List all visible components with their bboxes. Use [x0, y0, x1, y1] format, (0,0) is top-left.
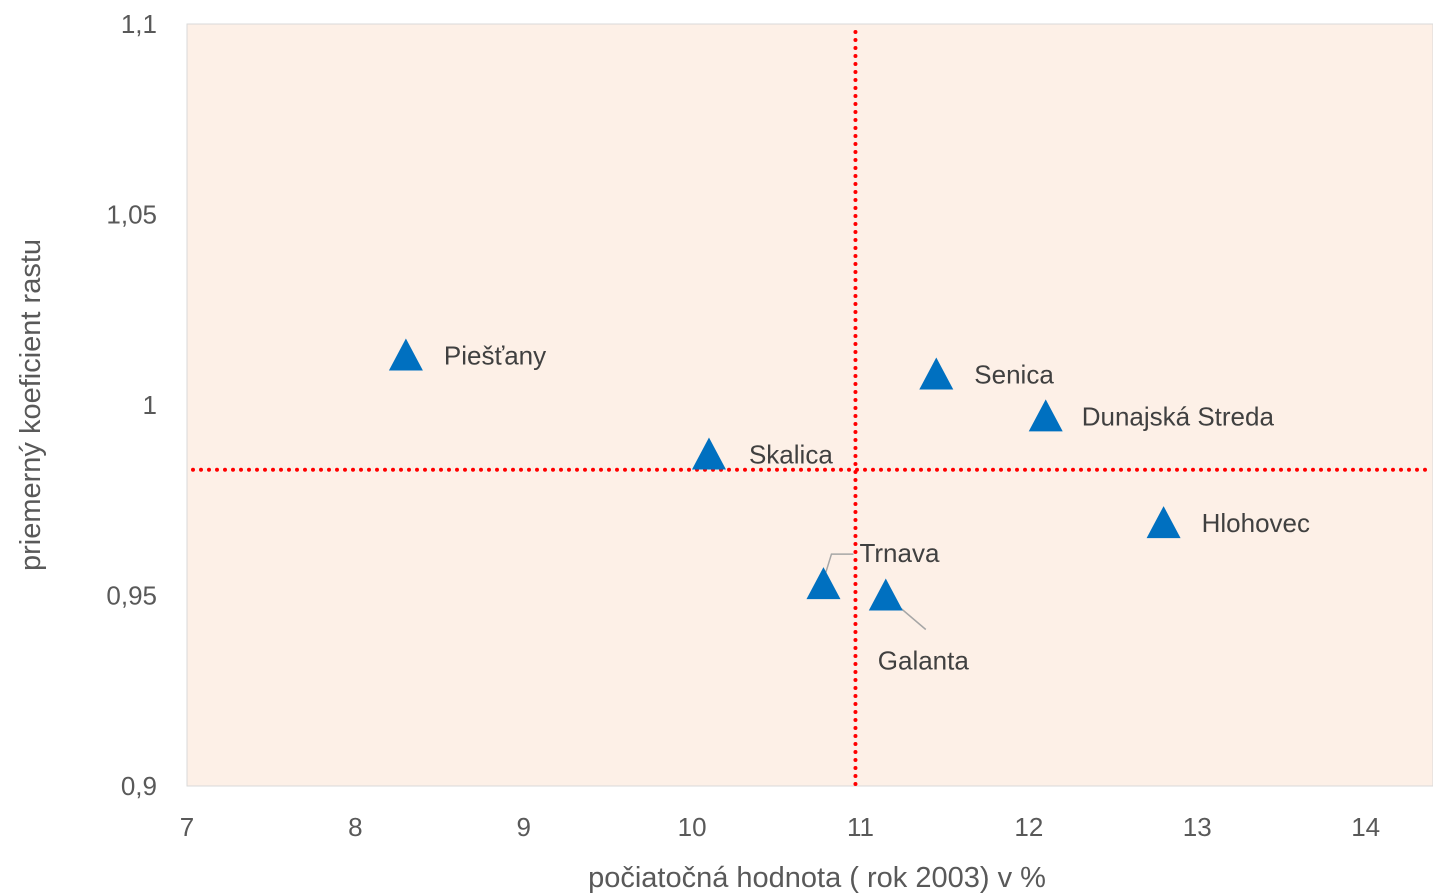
data-label: Hlohovec: [1202, 508, 1310, 538]
data-label: Trnava: [859, 538, 939, 568]
y-tick-label: 1,05: [106, 200, 157, 230]
x-tick-label: 12: [1014, 812, 1043, 842]
y-tick-label: 1,1: [121, 9, 157, 39]
triangle-marker: [1146, 506, 1181, 539]
reference-lines: [191, 30, 1433, 788]
data-label: Piešťany: [444, 340, 546, 370]
data-label: Skalica: [749, 440, 833, 470]
data-label: Dunajská Streda: [1082, 401, 1275, 431]
x-tick-label: 9: [517, 812, 531, 842]
y-tick-label: 1: [143, 390, 157, 420]
data-markers: [388, 338, 1181, 611]
plot-area: [186, 23, 1433, 787]
data-label: Galanta: [878, 646, 970, 676]
triangle-marker: [1028, 399, 1063, 432]
triangle-marker: [919, 357, 954, 390]
x-tick-label: 14: [1351, 812, 1380, 842]
triangle-marker: [388, 338, 423, 371]
x-axis-title: počiatočná hodnota ( rok 2003) v %: [588, 862, 1046, 894]
y-tick-label: 0,9: [121, 771, 157, 801]
data-label: Senica: [974, 360, 1054, 390]
data-labels: Piešťany Senica Dunajská Streda Skalica Hloh…: [444, 340, 1310, 675]
y-axis-ticks: 0,9 0,95 1 1,05 1,1: [106, 9, 157, 801]
x-tick-label: 11: [847, 812, 874, 842]
x-axis-ticks: 7 8 9 10 11 12 13 14: [180, 812, 1380, 842]
x-tick-label: 13: [1183, 812, 1212, 842]
x-tick-label: 8: [348, 812, 362, 842]
x-tick-label: 10: [678, 812, 707, 842]
triangle-marker: [691, 437, 726, 470]
y-axis-title: priemerný koeficient rastu: [15, 239, 47, 571]
triangle-marker: [806, 567, 841, 600]
triangle-marker: [868, 578, 903, 611]
y-tick-label: 0,95: [106, 581, 157, 611]
leader-line: [822, 553, 854, 581]
x-tick-label: 7: [180, 812, 194, 842]
